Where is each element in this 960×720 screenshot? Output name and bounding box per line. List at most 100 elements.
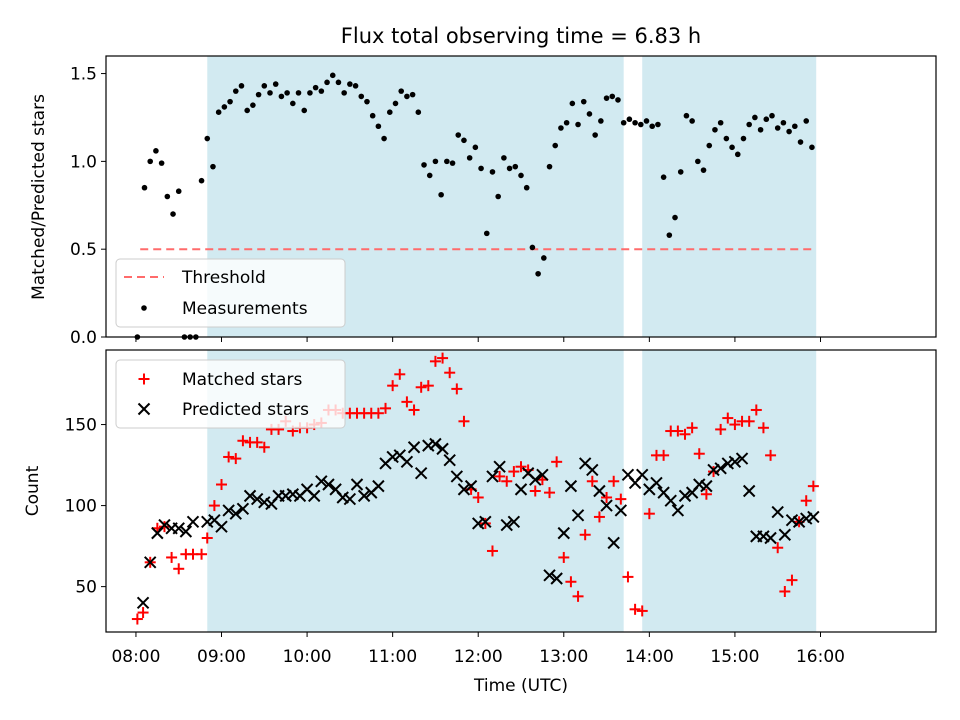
predicted-star-point (457, 483, 471, 496)
predicted-star-point-b (208, 513, 221, 527)
measurement-point (563, 119, 570, 126)
x-tick-label: 10:00 (283, 647, 332, 667)
predicted-star-point-b (450, 470, 464, 483)
matched-star-point (800, 495, 812, 507)
predicted-star-point-b (678, 489, 692, 503)
measurement-point (352, 83, 359, 89)
predicted-star-point (600, 499, 613, 512)
predicted-star-point (236, 502, 250, 516)
measurement-point (677, 169, 684, 175)
measurement-point (329, 72, 336, 79)
predicted-star-point-b (707, 463, 720, 477)
matched-star-point (223, 451, 235, 463)
predicted-star-point-b (457, 483, 471, 496)
predicted-star-point-b (614, 504, 628, 517)
predicted-star-point (500, 518, 513, 532)
matched-star-point (479, 517, 491, 529)
matched-star-point (700, 488, 712, 500)
measurement-point (181, 334, 188, 340)
predicted-star-point-b (222, 504, 235, 517)
predicted-star-point-b (350, 478, 364, 491)
measurement-point (198, 177, 205, 184)
predicted-star-point (179, 525, 193, 538)
predicted-star-point (350, 478, 364, 491)
bottom-legend-box (115, 359, 346, 429)
measurement-point (774, 125, 781, 131)
measurement-point (409, 91, 416, 98)
matched-star-point (515, 461, 527, 473)
predicted-star-point (343, 492, 357, 506)
predicted-star-point (636, 468, 649, 482)
x-axis-label: Time (UTC) (473, 676, 568, 696)
measurement-point (529, 244, 536, 251)
predicted-star-point (771, 505, 784, 519)
predicted-star-point (443, 453, 456, 467)
measurement-point (792, 123, 798, 130)
measurement-point (478, 165, 484, 172)
predicted-star-point-b (571, 509, 585, 522)
predicted-star-point-b (800, 512, 813, 525)
predicted-star-point-b (735, 452, 749, 465)
predicted-star-point-b (279, 489, 292, 503)
measurement-point (278, 93, 285, 100)
matched-star-point (216, 479, 228, 491)
predicted-star-point (315, 475, 328, 488)
measurement-point (193, 334, 199, 340)
matched-star-point (486, 545, 498, 557)
matched-star-point (415, 381, 427, 393)
matched-star-point (458, 415, 470, 427)
predicted-star-point-b (236, 502, 250, 516)
matched-star-point (251, 436, 263, 448)
predicted-star-point-b (357, 489, 371, 503)
measurement-point (649, 123, 656, 130)
bottom-x-ticks: 08:00 09:00 10:00 11:00 12:00 13:00 14:00 15:00… (111, 632, 845, 667)
measurement-point (307, 90, 313, 96)
bottom-y-ticks: 50 100 150 (65, 416, 106, 598)
measurement-point (575, 121, 581, 128)
predicted-star-point (529, 473, 542, 486)
measurement-point (170, 211, 176, 217)
predicted-star-point (222, 504, 235, 517)
matched-star-point (137, 607, 149, 619)
measurement-point (660, 174, 667, 180)
predicted-star-point (792, 515, 806, 529)
predicted-star-point (414, 466, 428, 480)
predicted-star-point (564, 479, 578, 493)
top-y-tick-label: 0.0 (70, 328, 97, 348)
measurement-point (757, 126, 764, 133)
measurement-point (609, 93, 616, 100)
measurement-point (438, 191, 444, 198)
measurement-point (347, 81, 353, 87)
matched-star-point (166, 551, 178, 563)
predicted-star-point (429, 437, 442, 451)
measurement-point (364, 98, 370, 105)
matched-star-point (551, 456, 563, 468)
matched-star-point (757, 422, 769, 434)
predicted-star-point-b (429, 437, 442, 451)
matched-star-point (401, 396, 413, 408)
measurement-point (546, 163, 553, 170)
measurement-point (466, 155, 473, 161)
predicted-star-point-b (521, 466, 535, 480)
top-axes: 0.0 0.5 1.0 1.5 Matched/Predicted stars Thr… (29, 55, 937, 348)
predicted-star-point-b (258, 496, 271, 509)
measurement-point (723, 135, 730, 142)
measurement-point (238, 83, 245, 89)
measurement-point (717, 119, 724, 126)
predicted-star-point-b (464, 479, 478, 493)
predicted-star-point (785, 513, 799, 527)
matched-star-point (501, 475, 513, 487)
measurement-point (712, 126, 718, 133)
predicted-star-point (607, 536, 620, 550)
matched-star-point (586, 475, 598, 487)
matched-star-point (451, 383, 463, 395)
matched-star-point (173, 563, 185, 575)
predicted-star-point (693, 478, 706, 491)
matched-star-point (593, 511, 605, 523)
matched-star-point (208, 500, 220, 512)
measurement-point (426, 172, 433, 179)
matched-star-point (387, 380, 399, 392)
predicted-star-point (286, 488, 300, 501)
predicted-star-point (514, 483, 528, 496)
